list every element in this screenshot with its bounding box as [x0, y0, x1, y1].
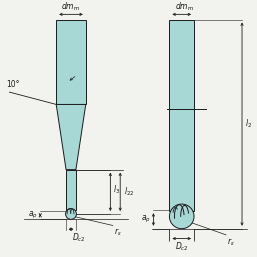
Polygon shape [56, 20, 86, 104]
Text: $a_p$: $a_p$ [141, 214, 151, 225]
Text: 10°: 10° [6, 80, 19, 89]
Circle shape [169, 204, 194, 229]
Polygon shape [169, 109, 194, 212]
Text: $dm_{\rm m}$: $dm_{\rm m}$ [61, 1, 80, 13]
Text: $a_p$: $a_p$ [28, 210, 38, 221]
Polygon shape [56, 104, 86, 170]
Polygon shape [169, 20, 194, 109]
Text: $dm_{\rm m}$: $dm_{\rm m}$ [175, 1, 194, 13]
Text: $D_{c2}$: $D_{c2}$ [175, 241, 189, 253]
Polygon shape [66, 170, 76, 210]
Text: $D_{c2}$: $D_{c2}$ [72, 231, 86, 244]
Circle shape [66, 208, 76, 219]
Text: $l_2$: $l_2$ [245, 118, 252, 130]
Text: $r_\varepsilon$: $r_\varepsilon$ [114, 227, 122, 238]
Text: $l_3$: $l_3$ [113, 183, 120, 196]
Text: $l_{22}$: $l_{22}$ [124, 186, 134, 198]
Text: $r_\varepsilon$: $r_\varepsilon$ [227, 236, 235, 247]
